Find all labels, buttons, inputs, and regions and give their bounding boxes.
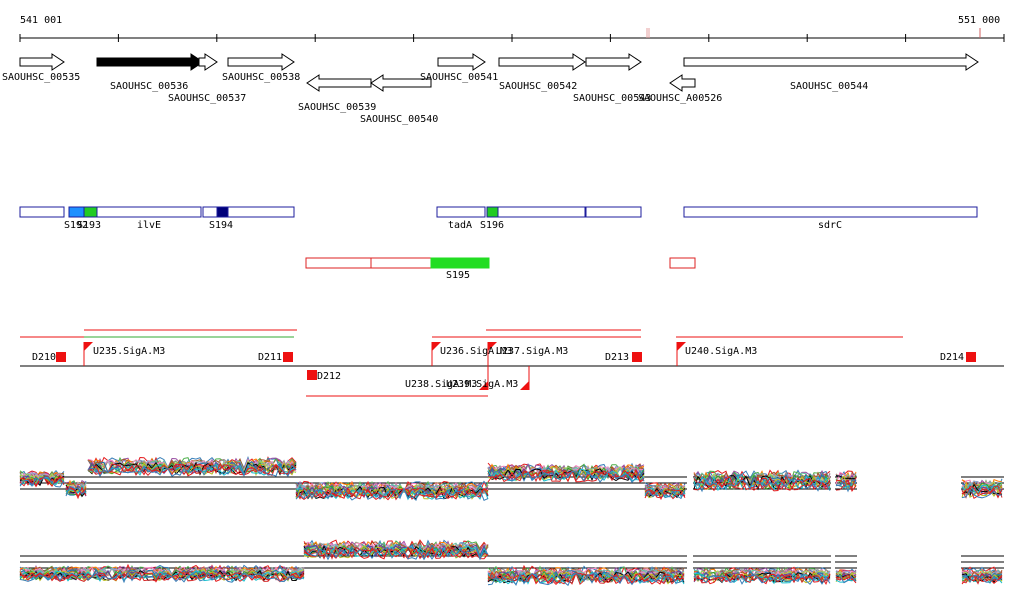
feature-box[interactable] bbox=[370, 257, 432, 269]
gene-label-saouhsc-00537: SAOUHSC_00537 bbox=[168, 93, 246, 104]
gene-arrow-saouhsc-00541[interactable] bbox=[437, 53, 486, 71]
feature-box[interactable] bbox=[19, 206, 65, 218]
feature-box[interactable] bbox=[585, 206, 642, 218]
promoter-u240[interactable] bbox=[676, 342, 686, 366]
gene-arrow-saouhsc-a00526[interactable] bbox=[669, 74, 696, 92]
feature-label-s196: S196 bbox=[480, 220, 504, 231]
feature-s195[interactable] bbox=[430, 257, 490, 269]
promoter-u235[interactable] bbox=[83, 342, 93, 366]
gene-arrow-saouhsc-00536[interactable] bbox=[96, 53, 204, 71]
feature-label-s194: S194 bbox=[209, 220, 233, 231]
expression-track bbox=[19, 522, 1004, 602]
terminator-d213[interactable] bbox=[632, 352, 642, 362]
gene-arrow-saouhsc-00537[interactable] bbox=[198, 53, 218, 71]
terminator-label-d212: D212 bbox=[317, 371, 341, 382]
expression-track bbox=[19, 443, 1004, 523]
promoter-u237[interactable] bbox=[487, 342, 497, 366]
terminator-label-d214: D214 bbox=[940, 352, 964, 363]
terminator-d212[interactable] bbox=[307, 370, 317, 380]
gene-label-saouhsc-a00526: SAOUHSC_A00526 bbox=[638, 93, 722, 104]
terminator-label-d210: D210 bbox=[32, 352, 56, 363]
promoter-label-u240: U240.SigA.M3 bbox=[685, 346, 757, 357]
feature-label-s193: S193 bbox=[77, 220, 101, 231]
feature-box[interactable] bbox=[305, 257, 372, 269]
ruler-ticks bbox=[19, 34, 1005, 42]
feature-label-s192: S192 bbox=[64, 220, 88, 231]
terminator-label-d211: D211 bbox=[258, 352, 282, 363]
gene-arrow-saouhsc-00538[interactable] bbox=[227, 53, 295, 71]
features-plus-track: S192 S193 ilvE S194 tadA S196 sdrC bbox=[19, 206, 978, 231]
promoter-label-u237: U237.SigA.M3 bbox=[496, 346, 568, 357]
gene-arrow-saouhsc-00540[interactable] bbox=[370, 74, 432, 92]
promoter-u236[interactable] bbox=[431, 342, 441, 366]
gene-arrow-saouhsc-00535[interactable] bbox=[19, 53, 65, 71]
coordinate-ruler: 541 001 551 000 bbox=[19, 15, 1005, 42]
gene-label-saouhsc-00535: SAOUHSC_00535 bbox=[2, 72, 80, 83]
gene-label-saouhsc-00539: SAOUHSC_00539 bbox=[298, 102, 376, 113]
gene-label-saouhsc-00542: SAOUHSC_00542 bbox=[499, 81, 577, 92]
gene-label-saouhsc-00544: SAOUHSC_00544 bbox=[790, 81, 868, 92]
promoter-track: U235.SigA.M3 U236.SigA.M3 U237.SigA.M3 U… bbox=[20, 329, 1004, 397]
promoter-u239[interactable] bbox=[520, 366, 530, 390]
ruler-start-label: 541 001 bbox=[20, 15, 62, 26]
gene-arrow-saouhsc-00543[interactable] bbox=[585, 53, 642, 71]
promoter-label-u235: U235.SigA.M3 bbox=[93, 346, 165, 357]
feature-label-tada: tadA bbox=[448, 220, 472, 231]
feature-label-ilve: ilvE bbox=[137, 220, 161, 231]
feature-tada[interactable] bbox=[436, 206, 486, 218]
feature-label-s195: S195 bbox=[446, 270, 470, 281]
promoter-u238[interactable] bbox=[479, 366, 489, 390]
gene-arrow-saouhsc-00544[interactable] bbox=[683, 53, 979, 71]
terminator-label-d213: D213 bbox=[605, 352, 629, 363]
feature-box[interactable] bbox=[497, 206, 586, 218]
gene-arrow-saouhsc-00542[interactable] bbox=[498, 53, 586, 71]
gene-label-saouhsc-00541: SAOUHSC_00541 bbox=[420, 72, 498, 83]
feature-s193[interactable] bbox=[83, 206, 98, 218]
terminator-d214[interactable] bbox=[966, 352, 976, 362]
feature-box[interactable] bbox=[669, 257, 696, 269]
terminator-d211[interactable] bbox=[283, 352, 293, 362]
feature-s192[interactable] bbox=[68, 206, 85, 218]
gene-label-saouhsc-00543: SAOUHSC_00543 bbox=[573, 93, 651, 104]
feature-sdrc[interactable] bbox=[683, 206, 978, 218]
promoter-label-u238: U238.SigA.M3 bbox=[405, 379, 477, 390]
ruler-end-label: 551 000 bbox=[958, 15, 1000, 26]
feature-s196[interactable] bbox=[486, 206, 499, 218]
gene-label-saouhsc-00536: SAOUHSC_00536 bbox=[110, 81, 188, 92]
promoter-label-u236: U236.SigA.M3 bbox=[440, 346, 512, 357]
feature-s194[interactable] bbox=[216, 206, 229, 218]
gene-arrow-saouhsc-00539[interactable] bbox=[306, 74, 372, 92]
feature-box[interactable] bbox=[202, 206, 295, 218]
promoter-label-u239: U239.SigA.M3 bbox=[446, 379, 518, 390]
gene-label-saouhsc-00538: SAOUHSC_00538 bbox=[222, 72, 300, 83]
features-minus-track: S195 bbox=[305, 257, 696, 281]
feature-ilve[interactable] bbox=[96, 206, 202, 218]
feature-label-sdrc: sdrC bbox=[818, 220, 842, 231]
terminator-d210[interactable] bbox=[56, 352, 66, 362]
expression-tracks bbox=[19, 443, 1004, 602]
gene-label-saouhsc-00540: SAOUHSC_00540 bbox=[360, 114, 438, 125]
